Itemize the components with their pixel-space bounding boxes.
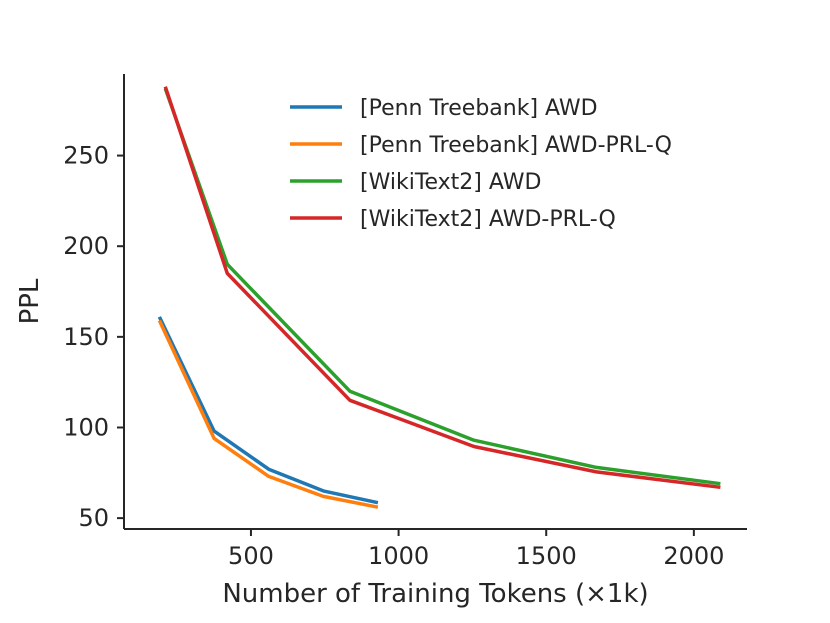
series-line-4 (163, 86, 721, 490)
y-ticks: 50 100 150 200 250 (63, 142, 124, 532)
y-tick-label: 250 (63, 142, 109, 170)
series-line-2 (157, 319, 379, 509)
legend-entry: [WikiText2] AWD-PRL-Q (290, 207, 616, 232)
y-tick-label: 150 (63, 323, 109, 351)
x-tick-label: 1500 (516, 542, 577, 570)
y-tick-label: 100 (63, 413, 109, 441)
series-layer (157, 86, 721, 509)
y-axis-label: PPL (15, 278, 45, 324)
series-line-3 (163, 87, 721, 486)
x-ticks: 500 1000 1500 2000 (228, 529, 724, 570)
x-axis-label: Number of Training Tokens (×1k) (222, 579, 648, 609)
legend-entry: [Penn Treebank] AWD (290, 96, 598, 121)
legend-label: [WikiText2] AWD (360, 170, 541, 195)
y-tick-label: 200 (63, 232, 109, 260)
x-tick-label: 500 (228, 542, 274, 570)
y-tick-label: 50 (78, 504, 109, 532)
x-tick-label: 2000 (663, 542, 724, 570)
axes-layer (123, 74, 747, 530)
legend-entry: [WikiText2] AWD (290, 170, 541, 195)
series-line-1 (157, 316, 379, 505)
legend-entry: [Penn Treebank] AWD-PRL-Q (290, 133, 672, 158)
x-tick-label: 1000 (368, 542, 429, 570)
legend-label: [WikiText2] AWD-PRL-Q (360, 207, 616, 232)
legend-label: [Penn Treebank] AWD-PRL-Q (360, 133, 672, 158)
legend-label: [Penn Treebank] AWD (360, 96, 598, 121)
legend: [Penn Treebank] AWD [Penn Treebank] AWD-P… (290, 96, 672, 232)
